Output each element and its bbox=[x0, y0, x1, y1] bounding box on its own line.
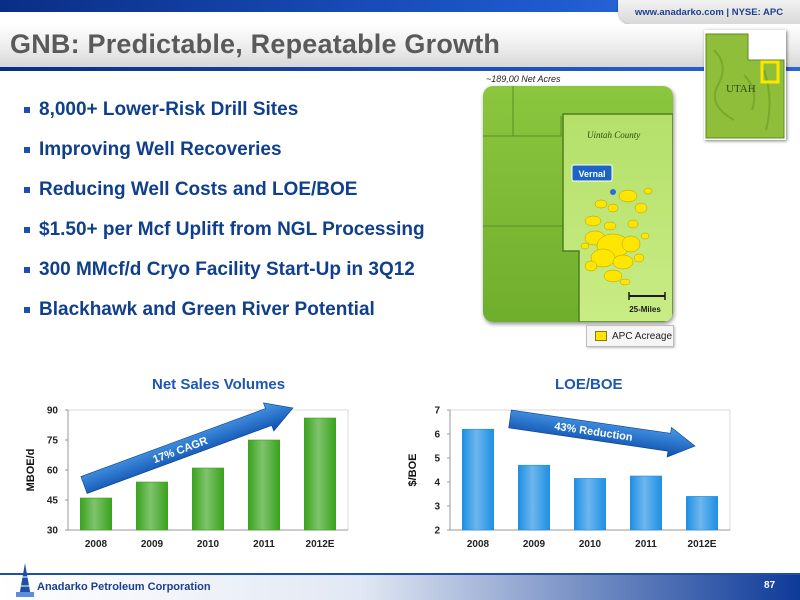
county-map-graphic: Uintah County Vernal 25- bbox=[483, 86, 673, 322]
legend-label: APC Acreage bbox=[612, 330, 673, 342]
bullet-item: Reducing Well Costs and LOE/BOE bbox=[24, 170, 494, 210]
y-tick-label: 7 bbox=[434, 406, 440, 417]
y-tick-label: 3 bbox=[434, 502, 440, 513]
bullet-list: 8,000+ Lower-Risk Drill Sites Improving … bbox=[24, 90, 494, 330]
loe-chart-title: LOE/BOE bbox=[555, 376, 623, 393]
company-name: Anadarko Petroleum Corporation bbox=[37, 581, 211, 593]
bullet-item: $1.50+ per Mcf Uplift from NGL Processin… bbox=[24, 210, 494, 250]
y-tick-label: 5 bbox=[434, 454, 440, 465]
anadarko-derrick-logo-icon bbox=[16, 563, 34, 597]
bar-2011 bbox=[630, 475, 662, 531]
bullet-marker bbox=[24, 147, 30, 153]
y-tick-label: 4 bbox=[434, 478, 440, 489]
bullet-text: Blackhawk and Green River Potential bbox=[39, 299, 375, 320]
acreage-patches bbox=[580, 187, 653, 286]
bullet-marker bbox=[24, 107, 30, 113]
top-accent-band bbox=[0, 0, 800, 12]
vernal-callout bbox=[571, 164, 613, 182]
y-axis-label: MBOE/d bbox=[25, 449, 37, 492]
x-tick-label: 2008 bbox=[467, 539, 490, 550]
x-tick-label: 2012E bbox=[688, 539, 717, 550]
bullet-text: Improving Well Recoveries bbox=[39, 139, 282, 160]
x-tick-label: 2010 bbox=[197, 539, 220, 550]
footer-band bbox=[0, 575, 800, 600]
vernal-marker bbox=[610, 189, 616, 195]
bullet-item: 300 MMcf/d Cryo Facility Start-Up in 3Q1… bbox=[24, 250, 494, 290]
bullet-marker bbox=[24, 267, 30, 273]
title-rule bbox=[0, 67, 800, 71]
y-tick-label: 30 bbox=[47, 526, 59, 537]
bar-2008 bbox=[80, 497, 112, 531]
x-tick-label: 2010 bbox=[579, 539, 602, 550]
bullet-item: Improving Well Recoveries bbox=[24, 130, 494, 170]
city-label: Vernal bbox=[578, 169, 605, 179]
page-title: GNB: Predictable, Repeatable Growth bbox=[10, 29, 501, 59]
bullet-text: 300 MMcf/d Cryo Facility Start-Up in 3Q1… bbox=[39, 259, 415, 280]
bullet-marker bbox=[24, 227, 30, 233]
page-number: 87 bbox=[764, 580, 776, 591]
uintah-county-map: Uintah County Vernal 25- bbox=[483, 86, 673, 322]
county-label: Uintah County bbox=[587, 130, 640, 140]
footer-rule bbox=[0, 573, 800, 575]
state-label: UTAH bbox=[726, 83, 756, 95]
x-tick-label: 2008 bbox=[85, 539, 108, 550]
bar-2010 bbox=[192, 467, 224, 531]
bullet-text: $1.50+ per Mcf Uplift from NGL Processin… bbox=[39, 219, 425, 240]
scale-label: 25-Miles bbox=[629, 305, 661, 314]
y-tick-label: 6 bbox=[434, 430, 440, 441]
bar-2008 bbox=[462, 428, 494, 531]
x-tick-label: 2011 bbox=[253, 539, 275, 550]
bar-2009 bbox=[136, 481, 168, 531]
x-tick-label: 2011 bbox=[635, 539, 657, 550]
y-tick-label: 75 bbox=[47, 436, 59, 447]
map-legend: APC Acreage bbox=[586, 325, 674, 347]
arrow-shape bbox=[80, 402, 294, 494]
bar-2010 bbox=[574, 478, 606, 531]
volumes-chart-title: Net Sales Volumes bbox=[152, 376, 286, 393]
bar-2011 bbox=[248, 439, 280, 531]
bullet-marker bbox=[24, 307, 30, 313]
y-tick-label: 45 bbox=[47, 496, 59, 507]
x-tick-label: 2012E bbox=[306, 539, 335, 550]
loe-boe-chart: 2 3 4 5 6 7 $/BOE 2008 2009 2010 2011 2012E 43% Redu… bbox=[407, 406, 731, 550]
bar-2012e bbox=[304, 417, 336, 531]
x-tick-label: 2009 bbox=[141, 539, 164, 550]
y-tick-label: 2 bbox=[434, 526, 440, 537]
y-tick-label: 60 bbox=[47, 466, 59, 477]
x-tick-label: 2009 bbox=[523, 539, 546, 550]
y-axis-label: $/BOE bbox=[407, 453, 419, 486]
bullet-text: Reducing Well Costs and LOE/BOE bbox=[39, 179, 358, 200]
bullet-item: 8,000+ Lower-Risk Drill Sites bbox=[24, 90, 494, 130]
website-tab[interactable]: www.anadarko.com | NYSE: APC bbox=[618, 0, 800, 24]
bar-2009 bbox=[518, 464, 550, 531]
bar-2012e bbox=[686, 496, 718, 531]
trend-arrow: 43% Reduction bbox=[508, 409, 696, 458]
arrow-shape bbox=[508, 409, 696, 458]
bullet-marker bbox=[24, 187, 30, 193]
uintah-county-region bbox=[562, 113, 673, 322]
acreage-swatch bbox=[595, 331, 607, 341]
utah-inset-map: UTAH bbox=[704, 30, 786, 140]
bullet-item: Blackhawk and Green River Potential bbox=[24, 290, 494, 330]
title-bar bbox=[0, 24, 800, 68]
utah-state-map: UTAH bbox=[704, 30, 786, 140]
bullet-text: 8,000+ Lower-Risk Drill Sites bbox=[39, 99, 299, 120]
net-acres-label: ~189,00 Net Acres bbox=[486, 74, 561, 84]
y-tick-label: 90 bbox=[47, 406, 59, 417]
